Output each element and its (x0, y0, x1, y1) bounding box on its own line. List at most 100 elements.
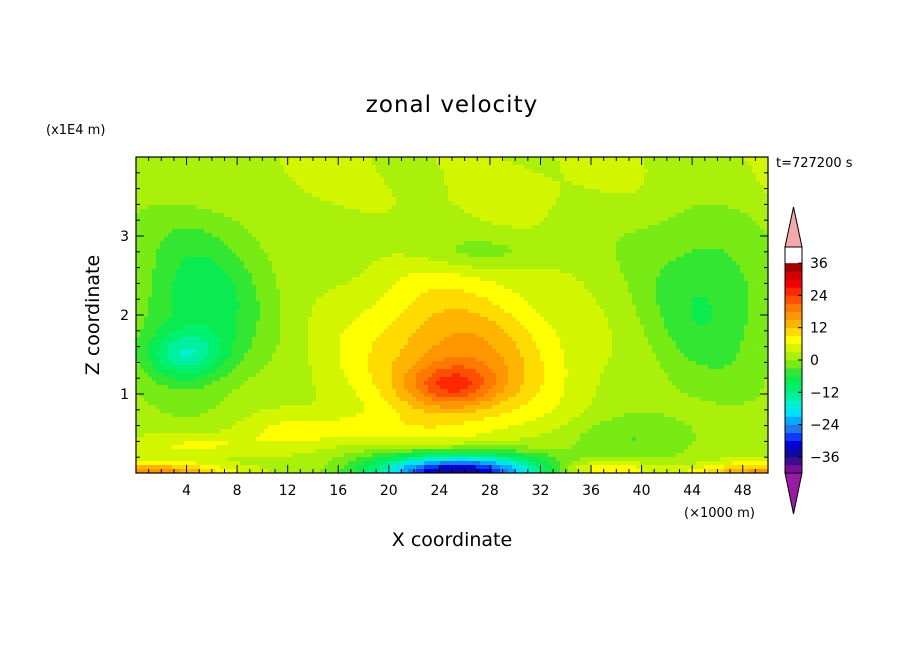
field-cell (136, 353, 149, 358)
field-cell (528, 301, 597, 306)
field-cell (136, 305, 149, 310)
field-cell (384, 329, 417, 334)
field-cell (436, 369, 477, 374)
field-cell (608, 321, 641, 326)
field-cell (364, 405, 393, 410)
field-cell (152, 273, 177, 278)
field-cell (592, 397, 701, 402)
field-cell (256, 237, 621, 242)
field-cell (576, 277, 625, 282)
field-cell (552, 465, 561, 470)
field-cell (480, 401, 501, 406)
field-cell (416, 397, 433, 402)
field-cell (560, 185, 585, 190)
field-cell (396, 409, 425, 414)
field-cell (560, 269, 621, 274)
field-cell (148, 305, 173, 310)
colorbar-tick-label: −36 (810, 450, 840, 466)
field-cell (308, 329, 345, 334)
field-cell (648, 169, 753, 174)
field-cell (300, 185, 389, 190)
field-cell (588, 405, 768, 410)
field-cell (660, 305, 693, 310)
field-cell (380, 257, 429, 262)
field-cell (676, 385, 765, 390)
field-cell (252, 413, 357, 418)
field-cell (356, 465, 369, 470)
field-cell (136, 437, 257, 442)
field-cell (712, 317, 749, 322)
field-cell (372, 305, 409, 310)
field-cell (160, 409, 209, 414)
field-cell (524, 377, 545, 382)
field-cell (168, 345, 209, 350)
field-cell (136, 213, 225, 218)
field-cell (388, 289, 429, 294)
field-cell (544, 381, 565, 386)
field-cell (260, 245, 457, 250)
field-cell (664, 265, 741, 270)
field-cell (476, 433, 541, 438)
field-cell (404, 253, 469, 258)
field-cell (136, 433, 145, 438)
field-cell (380, 465, 389, 470)
field-cell (660, 221, 757, 226)
field-cell (536, 393, 565, 398)
field-cell (564, 393, 597, 398)
field-cell (480, 461, 497, 466)
field-cell (464, 441, 577, 446)
field-cell (428, 289, 465, 294)
colorbar-over-triangle (784, 206, 803, 248)
field-cell (208, 349, 221, 354)
field-cell (308, 321, 353, 326)
field-cell (560, 469, 569, 473)
field-cell (176, 269, 225, 274)
y-unit-label: (x1E4 m) (46, 123, 105, 138)
field-cell (576, 441, 693, 446)
field-cell (692, 441, 768, 446)
field-cell (280, 421, 405, 426)
field-cell (476, 397, 493, 402)
field-cell (388, 325, 421, 330)
x-tick-label: 8 (233, 483, 242, 499)
field-cell (200, 337, 221, 342)
field-cell (552, 177, 565, 182)
field-cell (408, 469, 417, 473)
field-cell (160, 345, 169, 350)
field-cell (628, 289, 657, 294)
field-cell (280, 293, 325, 298)
field-cell (464, 405, 493, 410)
field-cell (236, 313, 261, 318)
field-cell (372, 373, 393, 378)
field-cell (136, 465, 173, 470)
field-cell (476, 293, 521, 298)
field-cell (280, 317, 309, 322)
field-cell (400, 469, 409, 473)
field-cell (760, 225, 768, 230)
field-cell (744, 277, 768, 282)
field-cell (248, 269, 273, 274)
field-cell (448, 389, 461, 394)
field-cell (384, 177, 445, 182)
field-cell (580, 433, 697, 438)
field-cell (320, 469, 341, 473)
field-cell (404, 377, 417, 382)
x-tick-label: 4 (182, 483, 191, 499)
field-cell (356, 317, 397, 322)
field-cell (708, 469, 725, 473)
field-cell (748, 281, 768, 286)
field-cell (212, 361, 225, 366)
field-cell (684, 353, 737, 358)
colorbar-swatch (785, 351, 802, 361)
field-cell (392, 405, 413, 410)
field-cell (372, 453, 397, 458)
field-cell (340, 357, 369, 362)
field-cell (668, 217, 753, 222)
field-cell (684, 421, 768, 426)
field-cell (156, 381, 213, 386)
field-cell (228, 393, 317, 398)
field-cell (428, 377, 441, 382)
field-cell (436, 425, 509, 430)
field-cell (524, 421, 569, 426)
field-cell (364, 409, 397, 414)
